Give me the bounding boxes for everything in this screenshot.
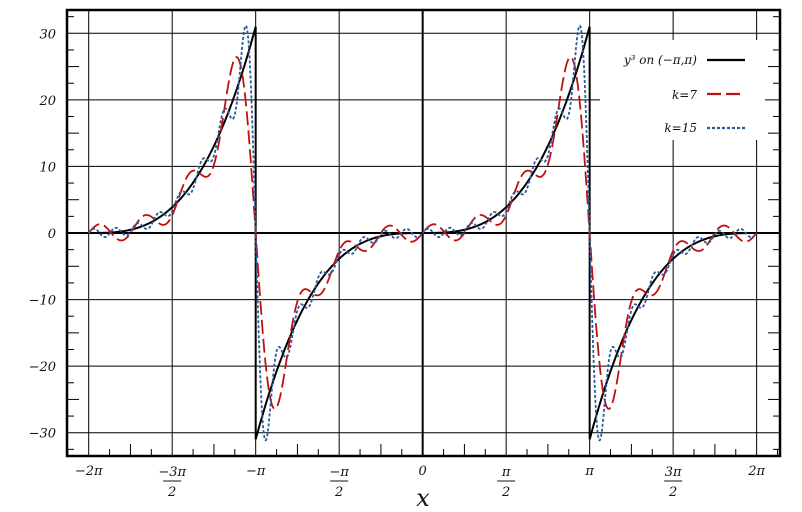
y-tick-label: 20 [38, 94, 56, 109]
x-tick-label-den: 2 [334, 485, 343, 500]
legend-box [600, 40, 765, 140]
x-tick-label: −2π [75, 464, 103, 479]
curves [88, 24, 758, 442]
legend: y³ on (−π,π) k=7 k=15 [600, 40, 765, 140]
x-tick-label: π [584, 464, 594, 479]
x-axis-label: x [416, 484, 430, 512]
x-tick-label-den: 2 [668, 485, 677, 500]
x-tick-label-num: 3π [665, 465, 682, 480]
y-tick-label: 0 [48, 227, 56, 242]
legend-label-1: k=7 [672, 88, 697, 102]
series-line-2 [88, 24, 758, 442]
y-tick-label: 30 [39, 27, 56, 42]
plot-frame [65, 8, 782, 458]
x-tick-label-num: −π [329, 465, 349, 480]
y-tick-label: −30 [29, 427, 56, 442]
x-tick-label-num: −3π [158, 465, 186, 480]
x-tick-label: 0 [419, 464, 427, 479]
y-tick-label: −10 [29, 294, 56, 309]
series-line-1 [88, 56, 758, 410]
y-tick-label: 10 [39, 160, 56, 175]
x-tick-label-num: π [501, 465, 511, 480]
x-tick-label-den: 2 [167, 485, 176, 500]
x-tick-label: −π [246, 464, 266, 479]
legend-label-2: k=15 [664, 121, 697, 135]
legend-label-0: y³ on (−π,π) [623, 53, 697, 67]
y-tick-label: −20 [29, 360, 56, 375]
x-tick-label-den: 2 [501, 485, 510, 500]
x-tick-label: 2π [747, 464, 765, 479]
